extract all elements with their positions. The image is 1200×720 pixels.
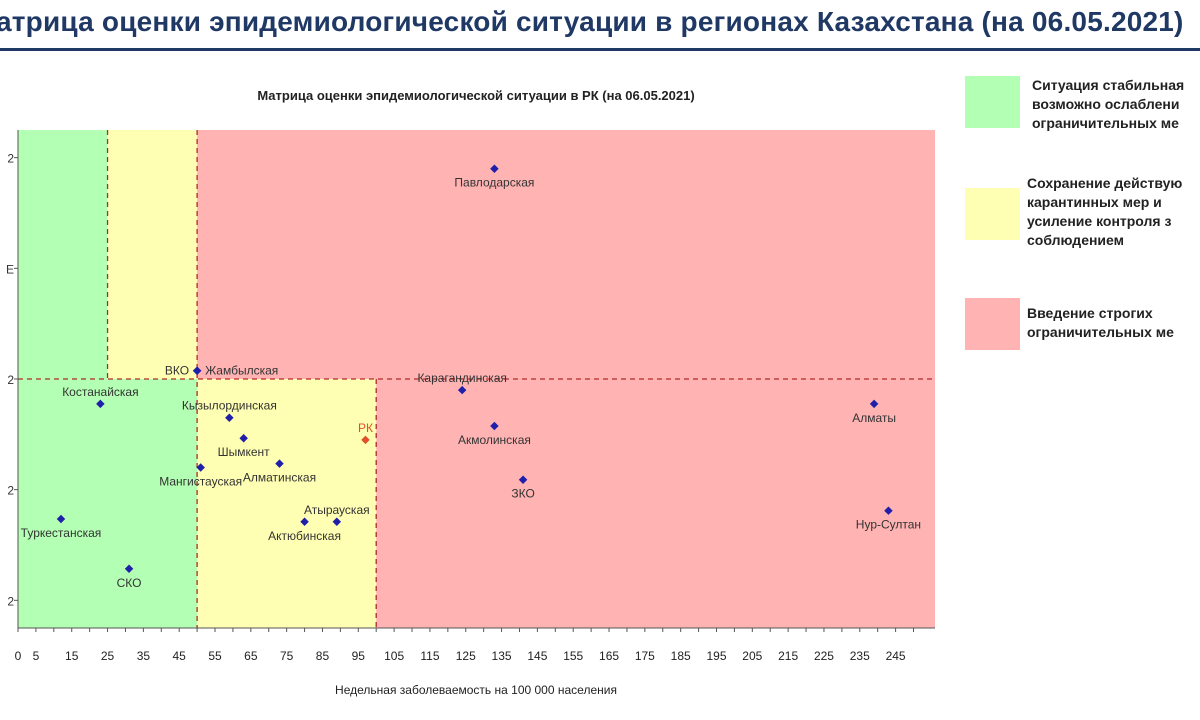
point-актюбинская <box>300 517 309 527</box>
x-tick-label: 95 <box>352 649 366 663</box>
legend-text: Введение строгих ограничительных ме <box>1027 304 1200 342</box>
point-алматинская-label: Алматинская <box>243 471 316 485</box>
point-кызылординская <box>225 413 234 422</box>
point-алматинская <box>275 459 284 468</box>
x-tick-label: 135 <box>492 649 512 663</box>
legend-line: возможно ослаблени <box>1032 96 1180 112</box>
x-tick-label: 65 <box>244 649 258 663</box>
x-tick-label: 175 <box>635 649 655 663</box>
x-tick-label: 115 <box>420 649 439 663</box>
legend-line: ограничительных ме <box>1032 115 1179 131</box>
x-tick-label: 5 <box>33 649 40 663</box>
point-шымкент-label: Шымкент <box>218 445 271 459</box>
point-зко <box>518 475 528 484</box>
risk-matrix-chart: 0 5 15 25 35 45 55 65 75 85 95 105 115 125 135 145 155 16… <box>6 130 935 663</box>
zone-3 <box>197 379 377 628</box>
y-tick-label: 2 <box>7 373 14 387</box>
legend-line: Сохранение действую <box>1027 175 1183 191</box>
point-шымкент <box>239 433 248 443</box>
x-tick-label: 55 <box>208 649 222 663</box>
x-tick-label: 85 <box>316 649 330 663</box>
point-нур-султан <box>884 506 893 515</box>
legend-line: соблюдением <box>1027 232 1124 248</box>
x-tick-label: 215 <box>778 649 798 663</box>
x-tick-label: 75 <box>280 649 294 663</box>
point-рк <box>361 435 370 445</box>
point-кызылординская-label: Кызылординская <box>182 399 277 413</box>
point-атырауская <box>332 517 342 527</box>
point-актюбинская-label: Актюбинская <box>268 529 341 543</box>
x-tick-label: 105 <box>384 649 404 663</box>
legend-line: усиление контроля з <box>1027 213 1172 229</box>
x-tick-label: 245 <box>886 649 906 663</box>
point-костанайская-label: Костанайская <box>62 385 138 399</box>
zone-5 <box>376 379 935 628</box>
page-title: атрица оценки эпидемиологической ситуаци… <box>0 6 1184 37</box>
x-axis-title: Недельная заболеваемость на 100 000 насе… <box>335 683 617 697</box>
point-карагандинская <box>457 385 467 395</box>
point-жамбылская-label: Жамбылская <box>205 364 278 378</box>
x-tick-label: 125 <box>456 649 476 663</box>
legend-line: Ситуация стабильная <box>1032 77 1185 93</box>
legend-line: Введение строгих <box>1027 305 1153 321</box>
legend-swatch <box>965 298 1020 350</box>
title-divider <box>0 48 1200 51</box>
legend-text: Ситуация стабильная возможно ослаблени огр… <box>1032 76 1200 133</box>
x-tick-label: 0 <box>15 649 22 663</box>
point-атырауская-label: Атырауская <box>304 503 370 517</box>
point-алматы-label: Алматы <box>852 411 896 425</box>
zone-2 <box>107 130 198 379</box>
x-tick-label: 185 <box>671 649 691 663</box>
x-tick-label: 35 <box>137 649 151 663</box>
legend-swatch <box>965 188 1020 240</box>
point-туркестанская-label: Туркестанская <box>21 526 102 540</box>
legend-swatch <box>965 76 1020 128</box>
x-tick-label: 205 <box>742 649 762 663</box>
chart-title: Матрица оценки эпидемиологической ситуац… <box>257 88 695 103</box>
point-карагандинская-label: Карагандинская <box>417 371 506 385</box>
x-tick-label: 145 <box>527 649 547 663</box>
point-алматы <box>869 399 879 409</box>
y-tick-label: 2 <box>7 152 14 166</box>
legend-line: ограничительных ме <box>1027 324 1174 340</box>
x-tick-label: 165 <box>599 649 619 663</box>
zone-1 <box>18 130 108 379</box>
point-ско-label: СКО <box>117 576 142 590</box>
zone-4 <box>197 130 935 379</box>
point-акмолинская-label: Акмолинская <box>458 433 531 447</box>
point-костанайская <box>96 399 105 409</box>
point-павлодарская-label: Павлодарская <box>454 176 534 190</box>
y-tick-label: 2 <box>7 484 14 498</box>
point-нур-султан-label: Нур-Султан <box>856 518 921 532</box>
x-tick-label: 45 <box>173 649 187 663</box>
x-tick-label: 195 <box>706 649 726 663</box>
zone-0 <box>18 379 198 628</box>
x-tick-label: 15 <box>65 649 79 663</box>
legend-text: Сохранение действую карантинных мер и усил… <box>1027 174 1200 250</box>
point-мангистауская <box>196 463 205 472</box>
legend-line: карантинных мер и <box>1027 194 1162 210</box>
point-жамбылская <box>192 366 202 375</box>
point-зко-label: ЗКО <box>511 487 534 501</box>
y-tick-label: 2 <box>7 594 14 608</box>
x-tick-label: 25 <box>101 649 115 663</box>
point-вко-label: ВКО <box>165 364 189 378</box>
y-tick-label: E <box>6 262 14 276</box>
x-tick-label: 225 <box>814 649 834 663</box>
point-акмолинская <box>490 421 499 431</box>
x-tick-label: 235 <box>850 649 870 663</box>
point-павлодарская <box>490 164 499 173</box>
x-tick-label: 155 <box>563 649 583 663</box>
point-рк-label: РК <box>358 421 373 435</box>
point-мангистауская-label: Мангистауская <box>159 475 242 489</box>
